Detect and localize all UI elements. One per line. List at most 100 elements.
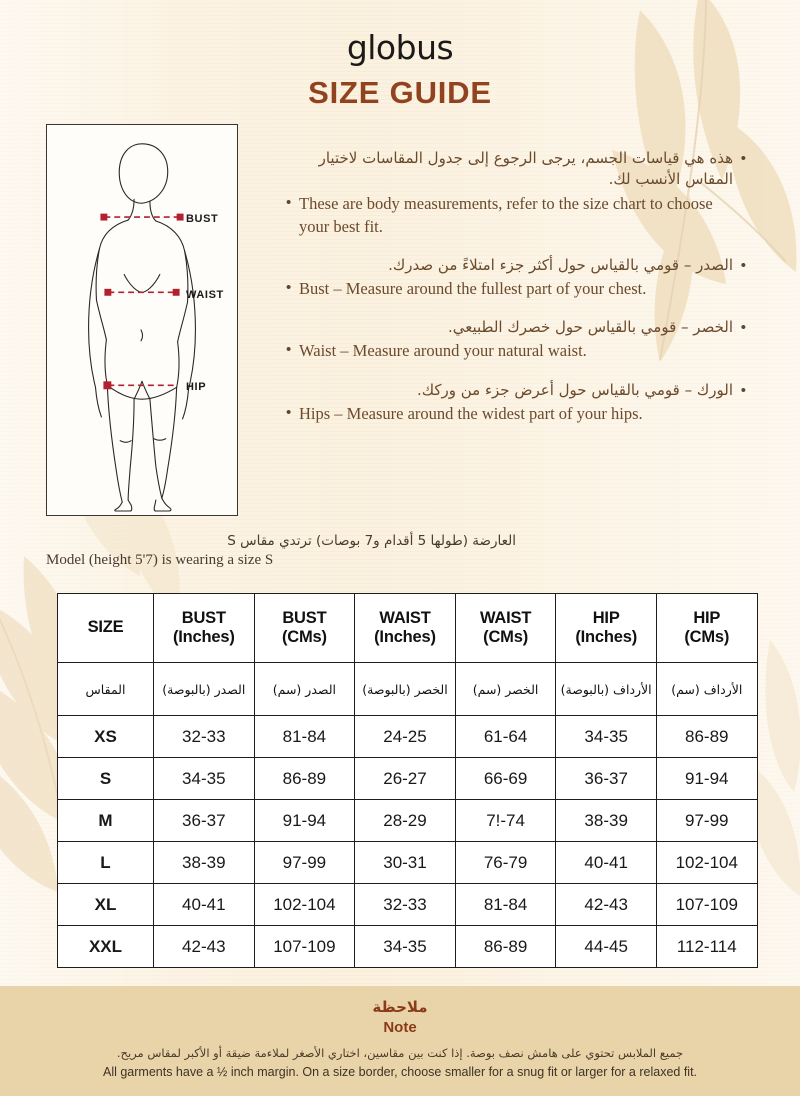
size-chart-table: SIZE BUST (Inches) BUST (CMs) WAIST (Inches… [57,593,758,968]
brand-logo: globus [346,28,454,67]
cell-bust-cms: 102-104 [253,883,356,926]
cell-size: L [57,841,154,884]
cell-bust-inches: 34-35 [153,757,255,800]
cell-size: M [57,799,154,842]
list-item: • الخصر – قومي بالقياس حول خصرك الطبيعي. [286,317,746,338]
bullet-icon: • [740,150,746,167]
cell-waist-inches: 32-33 [354,883,456,926]
cell-waist-cms: 7!-74 [454,799,557,842]
page-title: SIZE GUIDE [308,75,492,110]
cell-bust-inches: 38-39 [153,841,255,884]
cell-waist-inches: 30-31 [354,841,456,884]
bullet-icon: • [286,193,292,211]
column-header-waist-cms-ar: الخصر (سم) [454,662,557,716]
list-item: • هذه هي قياسات الجسم، يرجى الرجوع إلى ج… [286,148,746,191]
cell-waist-inches: 28-29 [354,799,456,842]
column-header-hip-inches: HIP (Inches) [555,593,657,663]
cell-hip-cms: 102-104 [655,841,758,884]
column-header-waist-cms: WAIST (CMs) [454,593,557,663]
note-heading-ar: ملاحظة [372,998,428,1016]
cell-hip-cms: 97-99 [655,799,758,842]
cell-waist-cms: 66-69 [454,757,557,800]
column-header-bust-inches-ar: الصدر (بالبوصة) [153,662,255,716]
cell-hip-inches: 34-35 [555,715,657,758]
list-item: • Waist – Measure around your natural wa… [286,339,746,362]
model-caption-ar: العارضة (طولها 5 أقدام و7 بوصات) ترتدي م… [227,533,516,549]
cell-hip-inches: 38-39 [555,799,657,842]
column-header-bust-cms-ar: الصدر (سم) [253,662,356,716]
column-header-hip-cms-ar: الأرداف (سم) [655,662,758,716]
table-row: M 36-37 91-94 28-29 7!-74 38-39 97-99 [57,799,758,842]
bullet-icon: • [286,403,292,421]
measurement-instructions: • هذه هي قياسات الجسم، يرجى الرجوع إلى ج… [286,148,746,426]
instruction-group: • الصدر – قومي بالقياس حول أكثر جزء امتل… [286,255,746,300]
cell-waist-inches: 24-25 [354,715,456,758]
bullet-icon: • [740,319,746,337]
footer-note-band: ملاحظة Note جميع الملابس تحتوي على هامش … [0,986,800,1096]
waist-label: WAIST [186,289,224,301]
hip-measure-line [103,381,178,390]
waist-measure-line [104,288,180,296]
cell-hip-cms: 91-94 [655,757,758,800]
cell-bust-cms: 91-94 [253,799,356,842]
instruction-group: • الخصر – قومي بالقياس حول خصرك الطبيعي.… [286,317,746,362]
cell-bust-cms: 86-89 [253,757,356,800]
instruction-text-en: Waist – Measure around your natural wais… [299,341,587,361]
instruction-text-en: These are body measurements, refer to th… [299,193,713,236]
cell-waist-cms: 86-89 [454,925,557,968]
instruction-text-ar: الصدر – قومي بالقياس حول أكثر جزء امتلاء… [388,255,733,274]
column-header-waist-inches: WAIST (Inches) [354,593,456,663]
bullet-icon: • [286,341,292,359]
cell-bust-cms: 97-99 [253,841,356,884]
cell-hip-cms: 107-109 [655,883,758,926]
cell-bust-cms: 81-84 [253,715,356,758]
cell-hip-cms: 86-89 [655,715,758,758]
cell-waist-cms: 61-64 [454,715,557,758]
cell-waist-inches: 26-27 [354,757,456,800]
list-item: • Hips – Measure around the widest part … [286,402,746,425]
column-header-hip-cms: HIP (CMs) [655,593,758,663]
instruction-text-ar: هذه هي قياسات الجسم، يرجى الرجوع إلى جدو… [318,149,733,189]
cell-size: XS [57,715,154,758]
column-header-bust-cms: BUST (CMs) [253,593,356,663]
instruction-text-ar: الخصر – قومي بالقياس حول خصرك الطبيعي. [447,318,733,337]
bullet-icon: • [740,256,746,274]
table-row: XL 40-41 102-104 32-33 81-84 42-43 107-1… [57,883,758,926]
cell-hip-inches: 42-43 [555,883,657,926]
table-body: XS 32-33 81-84 24-25 61-64 34-35 86-89 S… [57,715,758,968]
bullet-icon: • [286,279,292,297]
cell-bust-inches: 36-37 [153,799,255,842]
column-header-size-ar: المقاس [57,662,154,716]
table-row: L 38-39 97-99 30-31 76-79 40-41 102-104 [57,841,758,884]
cell-bust-inches: 40-41 [153,883,255,926]
note-body-en: All garments have a ½ inch margin. On a … [102,1064,698,1079]
list-item: • الورك – قومي بالقياس حول أعرض جزء من و… [286,380,746,401]
table-row: S 34-35 86-89 26-27 66-69 36-37 91-94 [57,757,758,800]
instruction-text-en: Hips – Measure around the widest part of… [299,403,643,423]
cell-hip-inches: 44-45 [555,925,657,968]
cell-hip-inches: 36-37 [555,757,657,800]
hip-label: HIP [186,381,207,393]
cell-hip-cms: 112-114 [655,925,758,968]
cell-size: XXL [57,925,154,968]
list-item: • Bust – Measure around the fullest part… [286,277,746,300]
column-header-size: SIZE [57,593,154,663]
instruction-group: • هذه هي قياسات الجسم، يرجى الرجوع إلى ج… [286,148,746,238]
column-header-bust-inches: BUST (Inches) [153,593,255,663]
cell-size: XL [57,883,154,926]
cell-bust-cms: 107-109 [253,925,356,968]
model-figure-illustration [46,124,238,516]
note-heading-en: Note [383,1019,417,1036]
cell-waist-cms: 81-84 [454,883,557,926]
cell-bust-inches: 32-33 [153,715,255,758]
table-header-row-ar: المقاس الصدر (بالبوصة) الصدر (سم) الخصر … [57,662,758,716]
cell-size: S [57,757,154,800]
instruction-text-ar: الورك – قومي بالقياس حول أعرض جزء من ورك… [416,380,733,399]
instruction-group: • الورك – قومي بالقياس حول أعرض جزء من و… [286,380,746,425]
model-caption: العارضة (طولها 5 أقدام و7 بوصات) ترتدي م… [46,532,516,570]
table-row: XS 32-33 81-84 24-25 61-64 34-35 86-89 [57,715,758,758]
model-caption-en: Model (height 5'7) is wearing a size S [46,552,274,569]
table-row: XXL 42-43 107-109 34-35 86-89 44-45 112-… [57,925,758,968]
cell-waist-inches: 34-35 [354,925,456,968]
